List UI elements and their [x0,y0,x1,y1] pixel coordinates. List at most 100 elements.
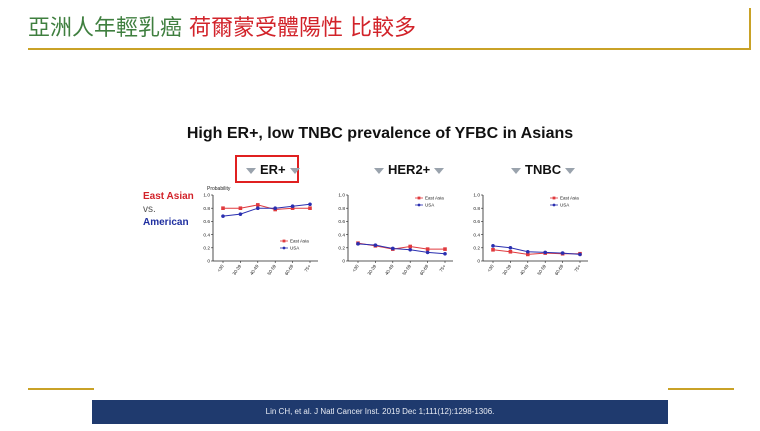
side-legend-east-asian: East Asian [143,191,194,202]
chart-her2: 0 0.2 0.4 0.6 0.8 1.0 <30 30-39 40-49 50-59 60-69 7… [338,193,453,276]
y-axis-label: Probability [207,186,231,192]
x-tick-label: 30-39 [502,263,513,276]
y-tick-label: 1.0 [203,193,210,199]
y-tick-label: 0.2 [473,246,480,252]
data-point-usa [356,242,360,246]
series-line-usa [222,203,311,217]
x-tick-label: 50-59 [536,263,547,276]
chart-title-er: ER+ [242,162,304,177]
y-tick-label: 0.8 [473,206,480,212]
data-point-usa [491,244,495,248]
data-point-usa [425,250,430,255]
data-point-east-asia [443,247,447,251]
legend-label: East Asia [560,196,579,201]
chart-title-er-text: ER+ [260,162,286,177]
triangle-down-icon [511,167,521,174]
x-tick-label: 60-69 [554,263,565,276]
legend-label: East Asia [290,239,309,244]
footer-line-left [28,388,94,390]
y-tick-label: 1.0 [473,193,480,199]
slide-subtitle: High ER+, low TNBC prevalence of YFBC in… [186,125,574,142]
page-title: 亞洲人年輕乳癌 荷爾蒙受體陽性 比較多 [28,10,416,42]
citation-footer: Lin CH, et al. J Natl Cancer Inst. 2019 … [92,400,668,424]
x-tick-label: <30 [486,263,495,273]
y-tick-label: 0.4 [338,232,345,238]
triangle-down-icon [434,167,445,174]
y-tick-label: 0.2 [338,246,345,252]
data-point-east-asia [256,203,260,207]
data-point-east-asia [425,247,430,251]
y-tick-label: 0.4 [473,232,480,238]
y-tick-label: 0 [207,259,210,265]
side-legend: East Asian vs. American [143,190,194,229]
data-point-usa [373,243,378,247]
data-point-east-asia [308,206,312,210]
x-tick-label: 75+ [303,263,312,272]
legend-label: USA [425,203,434,208]
data-point-usa [560,251,565,255]
x-tick-label: 60-69 [284,263,295,276]
x-tick-label: <30 [351,263,360,273]
data-point-east-asia [408,244,412,249]
legend-marker-usa [417,203,421,207]
data-point-usa [508,246,513,250]
x-tick-label: 40-49 [519,263,530,276]
legend-marker-east-asia [417,196,421,200]
title-underline [28,48,750,50]
triangle-down-icon [565,167,576,174]
data-point-usa [578,252,582,257]
data-point-east-asia [290,206,295,210]
legend-label: USA [290,246,299,251]
data-point-usa [221,214,225,218]
chart-title-her2-text: HER2+ [388,162,431,177]
data-point-east-asia [221,206,225,210]
side-legend-american: American [143,217,189,228]
data-point-east-asia [526,252,530,257]
footer-line-right [668,388,734,390]
series-line-usa [357,243,446,255]
y-tick-label: 0.6 [203,219,210,225]
y-tick-label: 0 [477,259,480,265]
x-tick-label: 75+ [438,263,447,272]
data-point-usa [273,206,277,210]
title-part-1: 亞洲人年輕乳癌 [28,16,183,41]
legend-marker-east-asia [282,239,286,243]
y-tick-label: 0.2 [203,246,210,252]
y-tick-label: 0.6 [473,219,480,225]
y-tick-label: 0.8 [203,206,210,212]
triangle-down-icon [246,167,256,174]
legend-marker-usa [552,203,556,207]
triangle-down-icon [289,167,300,174]
x-tick-label: 75+ [573,263,582,272]
y-tick-label: 1.0 [338,193,345,199]
chart-title-tnbc-text: TNBC [525,162,562,177]
x-tick-label: 50-59 [266,263,277,276]
triangle-down-icon [374,167,384,174]
x-tick-label: <30 [216,263,225,273]
data-point-usa [526,249,530,254]
x-tick-label: 30-39 [367,263,378,276]
data-point-east-asia [508,249,513,254]
data-point-usa [408,247,412,252]
y-tick-label: 0 [342,259,345,265]
y-tick-label: 0.6 [338,219,345,225]
y-tick-label: 0.8 [338,206,345,212]
chart-title-her2: HER2+ [370,162,448,177]
data-point-usa [308,202,312,207]
x-tick-label: 30-39 [232,263,243,276]
data-point-east-asia [491,247,495,252]
series-line-east-asia [357,242,445,250]
title-right-bar [749,8,751,50]
legend-label: USA [560,203,569,208]
legend-label: East Asia [425,196,444,201]
data-point-usa [543,250,547,255]
series-line-east-asia [223,204,310,211]
chart-tnbc: 0 0.2 0.4 0.6 0.8 1.0 <30 30-39 40-49 50-59 60-69 7… [473,193,588,276]
x-tick-label: 40-49 [249,263,260,276]
data-point-usa [290,204,295,209]
data-point-usa [391,246,395,251]
legend-marker-east-asia [552,196,556,200]
title-part-2: 荷爾蒙受體陽性 [189,16,344,41]
chart-er: Probability 0 0.2 0.4 0.6 0.8 1.0 <30 30-39 40-49… [203,186,318,276]
